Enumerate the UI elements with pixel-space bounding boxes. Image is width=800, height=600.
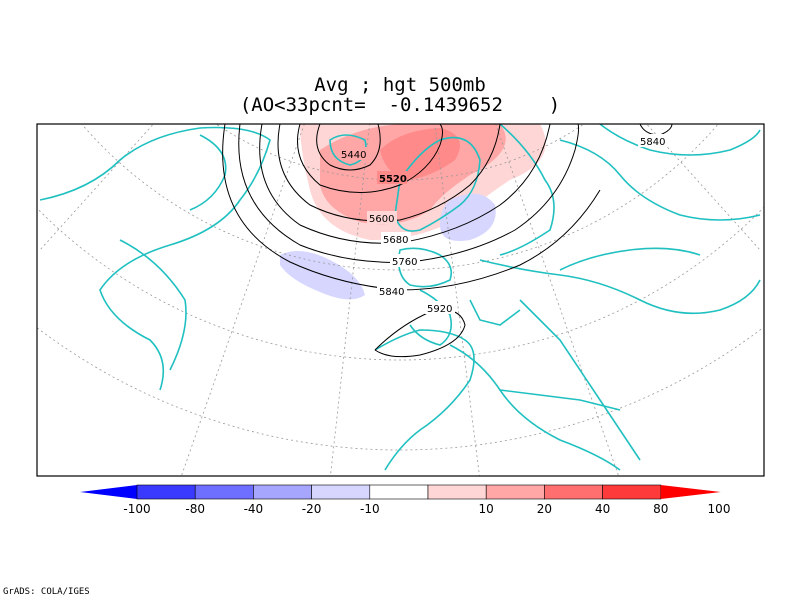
contour-label: 5840 bbox=[379, 287, 404, 298]
map-title: Avg ; hgt 500mb bbox=[314, 74, 486, 96]
colorbar-segment bbox=[253, 484, 312, 500]
colorbar-arrow-left bbox=[80, 485, 137, 499]
contour-label: 5840 bbox=[640, 137, 665, 148]
colorbar-tick-label: -80 bbox=[185, 502, 205, 516]
contour-5920 bbox=[374, 309, 466, 358]
colorbar-tick-label: 100 bbox=[708, 502, 731, 516]
colorbar-tick-label: -40 bbox=[244, 502, 264, 516]
contour-5600 bbox=[277, 124, 501, 222]
software-credit: GrADS: COLA/IGES bbox=[3, 587, 90, 597]
contour-label: 5920 bbox=[427, 304, 452, 315]
contour-label: 5440 bbox=[341, 150, 366, 161]
contour-label: 5680 bbox=[383, 235, 408, 246]
colorbar-segment bbox=[369, 484, 429, 500]
colorbar-tick-label: -10 bbox=[360, 502, 380, 516]
contour-5760 bbox=[238, 124, 580, 263]
contour-label: 5600 bbox=[369, 214, 394, 225]
colorbar bbox=[80, 484, 721, 500]
contour-label: 5760 bbox=[392, 257, 417, 268]
colorbar-segment bbox=[485, 484, 545, 500]
colorbar-tick-label: 40 bbox=[595, 502, 610, 516]
contour-label: 5520 bbox=[379, 174, 407, 185]
map-border bbox=[36, 123, 765, 477]
colorbar-tick-label: 80 bbox=[653, 502, 668, 516]
contour-label-boxes bbox=[340, 134, 668, 314]
contour-5440 bbox=[316, 124, 381, 171]
colorbar-arrow-right bbox=[660, 485, 721, 499]
colorbar-segment bbox=[602, 484, 662, 500]
colorbar-tick-label: 10 bbox=[479, 502, 494, 516]
map-subtitle: (AO<33pcnt= -0.1439652 ) bbox=[239, 94, 561, 116]
contour-5840-east bbox=[639, 124, 673, 136]
anomaly-shading bbox=[280, 124, 546, 300]
colorbar-labels: -100 -80 -40 -20 -10 10 20 40 80 100 bbox=[123, 502, 730, 516]
contour-5520 bbox=[297, 124, 443, 193]
colorbar-tick-label: 20 bbox=[537, 502, 552, 516]
contour-labels: 5440 5520 5600 5680 5760 5840 5920 5840 bbox=[341, 137, 665, 315]
colorbar-segment bbox=[311, 484, 371, 500]
colorbar-tick-label: -20 bbox=[302, 502, 322, 516]
colorbar-tick-label: -100 bbox=[123, 502, 150, 516]
colorbar-segment bbox=[544, 484, 603, 500]
colorbar-segment bbox=[136, 484, 196, 500]
colorbar-segment bbox=[194, 484, 254, 500]
colorbar-segment bbox=[427, 484, 487, 500]
